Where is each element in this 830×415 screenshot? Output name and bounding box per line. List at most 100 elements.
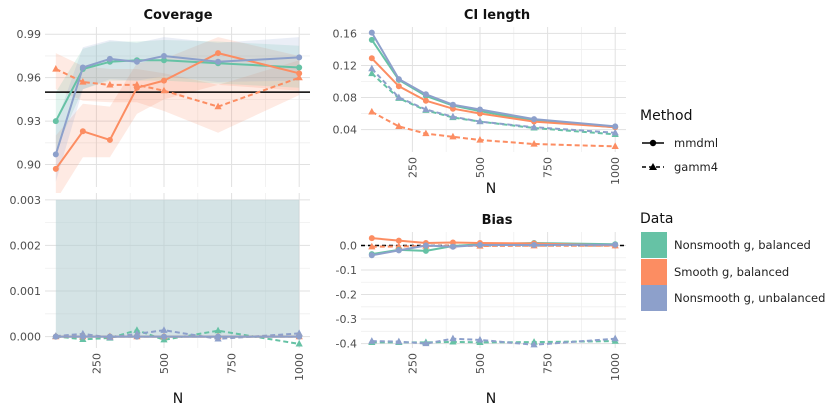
bias-xtick-label: 750: [542, 353, 555, 374]
ci_length-nonsmooth-g-unbalanced-gamm4-point: [476, 117, 484, 125]
ci_length-smooth-g-balanced-gamm4-point: [449, 132, 457, 140]
legend-mmdml-label: mmdml: [674, 136, 718, 150]
legend-swatch-smooth-balanced: [641, 259, 667, 285]
coverage-smooth-g-balanced-gamm4-point: [52, 64, 60, 72]
type1-nonsmooth-g-unbalanced-mmdml-point: [160, 333, 167, 340]
coverage-nonsmooth-g-unbalanced-mmdml-point: [215, 58, 222, 65]
legend-label-nonsmooth-unbalanced: Nonsmooth g, unbalanced: [674, 291, 825, 305]
ci_length-nonsmooth-g-unbalanced-mmdml-point: [395, 76, 402, 83]
bias-xtick-label: 1000: [609, 353, 622, 381]
type1-nonsmooth-g-balanced-gamm4-point: [295, 339, 303, 347]
ci_length-xtick-label: 250: [406, 157, 419, 178]
coverage-nonsmooth-g-balanced-mmdml-point: [160, 57, 167, 64]
type1-reference-band: [55, 199, 300, 337]
type1-nonsmooth-g-unbalanced-mmdml-point: [215, 333, 222, 340]
coverage-smooth-g-balanced-gamm4-point: [160, 86, 168, 94]
type1-ytick-label: 0.003: [10, 194, 42, 207]
coverage-nonsmooth-g-unbalanced-mmdml-point: [52, 151, 59, 158]
type1-nonsmooth-g-balanced-gamm4-point: [214, 326, 222, 334]
bias-nonsmooth-g-unbalanced-gamm4-point: [449, 334, 457, 342]
ci_length-smooth-g-balanced-mmdml-point: [368, 55, 375, 62]
bias-smooth-g-balanced-mmdml-point: [449, 239, 456, 246]
ci_length-smooth-g-balanced-gamm4-point: [368, 107, 376, 115]
bias-xtick-label: 500: [474, 353, 487, 374]
coverage-ytick-label: 0.93: [17, 115, 42, 128]
type1-nonsmooth-g-unbalanced-mmdml-point: [106, 333, 113, 340]
bias-ytick-label: -0.4: [336, 338, 357, 351]
ci_length-nonsmooth-g-unbalanced-gamm4-point: [449, 112, 457, 120]
ci_length-nonsmooth-g-balanced-gamm4-point: [368, 69, 376, 77]
ci_length-smooth-g-balanced-gamm4-point: [395, 122, 403, 129]
ci_length-nonsmooth-g-unbalanced-gamm4-point: [611, 128, 619, 136]
bias-nonsmooth-g-unbalanced-gamm4-point: [422, 339, 430, 347]
bias-panel: 0.0 -0.1 -0.2 -0.3 -0.4 250 500 750 1000: [336, 232, 626, 381]
bias-ytick-label: -0.2: [336, 289, 357, 302]
ci_length-smooth-g-balanced-gamm4-point: [530, 139, 538, 147]
ci_length-xtick-label: 500: [474, 157, 487, 178]
ci_length-smooth-g-balanced-gamm4-point: [422, 129, 430, 137]
legend-gamm4-label: gamm4: [674, 160, 718, 174]
legend-label-nonsmooth-balanced: Nonsmooth g, balanced: [674, 238, 811, 252]
coverage-ribbon-nonsmooth-g-unbalanced: [55, 37, 300, 182]
ci_length-plot-area: [361, 27, 626, 152]
coverage-ytick-label: 0.96: [17, 72, 42, 85]
bias-smooth-g-balanced-mmdml-point: [395, 237, 402, 244]
bias-nonsmooth-g-unbalanced-mmdml-point: [422, 242, 429, 249]
ci_length-nonsmooth-g-unbalanced-mmdml-point: [612, 123, 619, 130]
type1-nonsmooth-g-balanced-gamm4-point: [133, 326, 141, 333]
type1-nonsmooth-g-unbalanced-mmdml-point: [79, 333, 86, 340]
bias-ytick-label: -0.3: [336, 313, 357, 326]
coverage-smooth-g-balanced-gamm4-point: [106, 80, 114, 88]
coverage-smooth-g-balanced-gamm4-point: [295, 73, 303, 81]
ci_length-ytick-label: 0.08: [333, 92, 358, 105]
type1-xtick-label: 750: [226, 353, 239, 374]
coverage-ribbon-nonsmooth-g-balanced: [55, 40, 300, 151]
type1-ytick-label: 0.002: [10, 239, 42, 252]
ci_length-nonsmooth-g-unbalanced-mmdml-point: [368, 29, 375, 36]
ci_length-smooth-g-balanced-mmdml-point: [395, 83, 402, 90]
ci_length-ytick-label: 0.16: [333, 27, 358, 40]
legend-method: Method mmdml gamm4: [640, 108, 718, 174]
legend-swatch-nonsmooth-balanced: [641, 232, 667, 258]
bias-ytick-label: -0.1: [336, 264, 357, 277]
coverage-nonsmooth-g-unbalanced-mmdml-point: [133, 58, 140, 65]
type1-nonsmooth-g-unbalanced-mmdml-point: [133, 333, 140, 340]
type1-nonsmooth-g-unbalanced-mmdml-point: [296, 333, 303, 340]
legend-data-title: Data: [640, 211, 673, 227]
coverage-nonsmooth-g-unbalanced-mmdml-point: [79, 64, 86, 71]
ci_length-nonsmooth-g-unbalanced-mmdml-point: [531, 116, 538, 123]
coverage-smooth-g-balanced-gamm4-point: [214, 102, 222, 110]
ci-length-title: CI length: [464, 8, 530, 23]
ci_length-smooth-g-balanced-mmdml-point: [422, 97, 429, 104]
ci_length-nonsmooth-g-unbalanced-gamm4-point: [395, 93, 403, 101]
ci_length-xtick-label: 1000: [609, 157, 622, 185]
coverage-plot-area: [45, 27, 310, 187]
ci_length-smooth-g-balanced-gamm4-point: [611, 142, 619, 149]
coverage-ytick-label: 0.90: [17, 159, 42, 172]
coverage-ribbon-smooth-g-balanced: [55, 37, 300, 201]
bias-nonsmooth-g-unbalanced-mmdml-point: [449, 243, 456, 250]
bias-smooth-g-balanced-mmdml-point: [368, 235, 375, 242]
bias-nonsmooth-g-unbalanced-mmdml-point: [612, 241, 619, 248]
coverage-panel: 0.90 0.93 0.96 0.99: [17, 27, 310, 201]
coverage-smooth-g-balanced-mmdml-point: [52, 165, 59, 172]
bias-xtick-label: 250: [406, 353, 419, 374]
bottom-left-x-label: N: [173, 391, 183, 407]
legend-data: Data Nonsmooth g, balanced Smooth g, bal…: [640, 211, 825, 311]
bias-nonsmooth-g-unbalanced-mmdml-point: [368, 252, 375, 259]
coverage-smooth-g-balanced-mmdml-point: [215, 50, 222, 57]
type1-ytick-label: 0.000: [10, 331, 42, 344]
legend-mmdml-marker: [649, 139, 657, 147]
bias-nonsmooth-g-unbalanced-mmdml-point: [476, 241, 483, 248]
legend-label-smooth-balanced: Smooth g, balanced: [674, 265, 789, 279]
type1-xtick-label: 250: [90, 353, 103, 374]
type1-xtick-label: 500: [158, 353, 171, 374]
bias-nonsmooth-g-balanced-mmdml-point: [422, 247, 429, 254]
coverage-ytick-label: 0.99: [17, 28, 42, 41]
bias-nonsmooth-g-unbalanced-gamm4-point: [368, 337, 376, 344]
coverage-smooth-g-balanced-mmdml-point: [160, 77, 167, 84]
ci-length-panel: 0.04 0.08 0.12 0.16 250 500 750 1000: [333, 27, 626, 185]
ci-x-label: N: [486, 181, 496, 197]
type1-xtick-label: 1000: [293, 353, 306, 381]
